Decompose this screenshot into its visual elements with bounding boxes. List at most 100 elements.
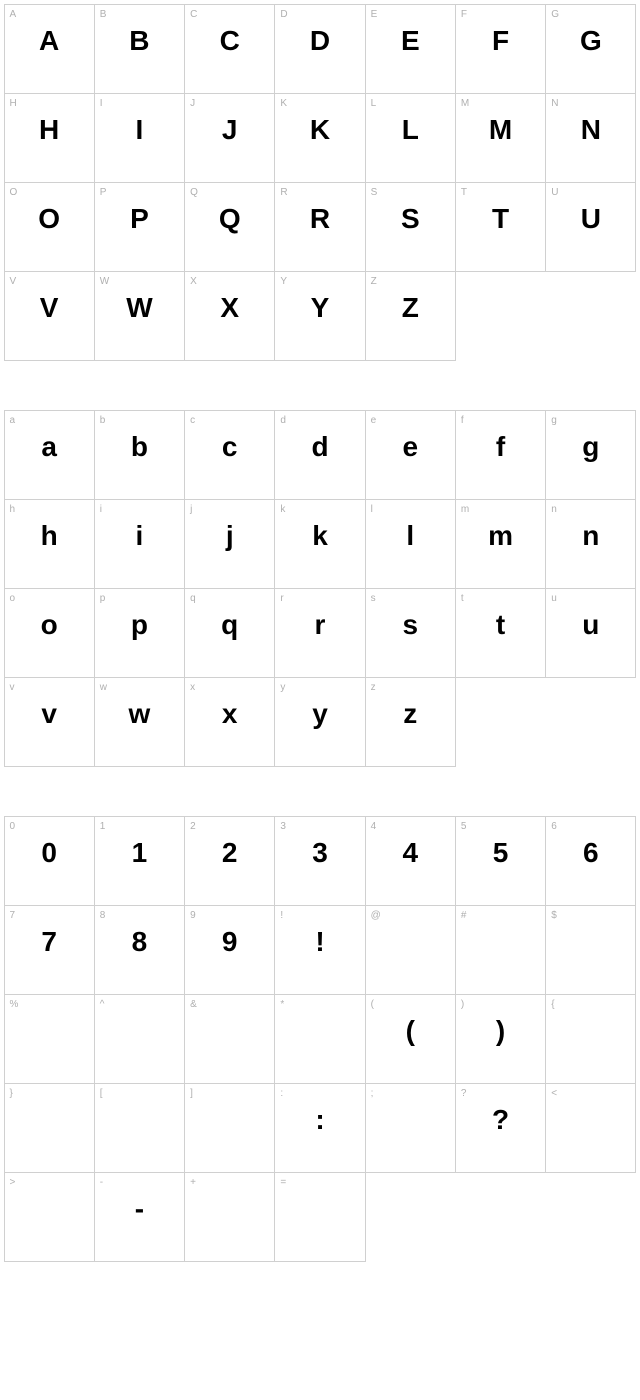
glyph-cell: 33 [274,816,365,906]
glyph-display: X [185,292,274,324]
glyph-label: r [280,593,283,604]
glyph-label: G [551,9,559,20]
glyph-label: u [551,593,557,604]
glyph-label: 7 [10,910,16,921]
glyph-display: L [366,114,455,146]
glyph-display: T [456,203,545,235]
glyph-cell: ss [365,588,456,678]
empty-cell [365,1172,456,1262]
glyph-display: t [456,609,545,641]
glyph-label: L [371,98,377,109]
glyph-cell: ; [365,1083,456,1173]
glyph-label: n [551,504,557,515]
glyph-cell: EE [365,4,456,94]
glyph-cell: VV [4,271,95,361]
glyph-label: 3 [280,821,286,832]
glyph-display: B [95,25,184,57]
glyph-cell: CC [184,4,275,94]
empty-cell [455,677,546,767]
glyph-label: O [10,187,18,198]
glyph-cell: 77 [4,905,95,995]
glyph-cell: * [274,994,365,1084]
glyph-cell: bb [94,410,185,500]
glyph-cell: II [94,93,185,183]
glyph-display: V [5,292,94,324]
glyph-display: W [95,292,184,324]
glyph-display: ? [456,1104,545,1136]
glyph-label: h [10,504,16,515]
glyph-cell: hh [4,499,95,589]
glyph-cell: xx [184,677,275,767]
glyph-label: P [100,187,107,198]
glyph-cell: DD [274,4,365,94]
glyph-label: t [461,593,464,604]
glyph-label: { [551,999,554,1010]
glyph-display: k [275,520,364,552]
glyph-cell: 22 [184,816,275,906]
glyph-cell: WW [94,271,185,361]
glyph-label: W [100,276,109,287]
glyph-label: v [10,682,15,693]
glyph-label: b [100,415,106,426]
glyph-label: # [461,910,467,921]
glyph-display: 8 [95,926,184,958]
glyph-cell: dd [274,410,365,500]
glyph-display: ( [366,1015,455,1047]
glyph-display: m [456,520,545,552]
glyph-cell: ee [365,410,456,500]
glyph-cell: tt [455,588,546,678]
glyph-display: K [275,114,364,146]
glyph-cell: = [274,1172,365,1262]
glyph-cell: OO [4,182,95,272]
glyph-label: T [461,187,467,198]
glyph-label: K [280,98,287,109]
glyph-display: I [95,114,184,146]
glyph-display: R [275,203,364,235]
glyph-label: S [371,187,378,198]
glyph-cell: 00 [4,816,95,906]
glyph-label: l [371,504,373,515]
glyph-label: M [461,98,469,109]
glyph-label: 4 [371,821,377,832]
glyph-cell: # [455,905,546,995]
glyph-display: F [456,25,545,57]
grid-section-uppercase: AABBCCDDEEFFGGHHIIJJKKLLMMNNOOPPQQRRSSTT… [4,4,636,360]
glyph-display: x [185,698,274,730]
glyph-display: a [5,431,94,463]
glyph-cell: < [545,1083,636,1173]
glyph-label: ^ [100,999,105,1010]
glyph-label: % [10,999,19,1010]
glyph-display: i [95,520,184,552]
glyph-cell: aa [4,410,95,500]
glyph-cell: ii [94,499,185,589]
glyph-display: 6 [546,837,635,869]
glyph-display: H [5,114,94,146]
glyph-label: U [551,187,558,198]
glyph-label: f [461,415,464,426]
glyph-cell: LL [365,93,456,183]
glyph-display: C [185,25,274,57]
glyph-cell: !! [274,905,365,995]
glyph-display: 7 [5,926,94,958]
glyph-label: D [280,9,287,20]
glyph-cell: ZZ [365,271,456,361]
glyph-cell: & [184,994,275,1084]
glyph-label: 9 [190,910,196,921]
glyph-label: E [371,9,378,20]
glyph-label: m [461,504,469,515]
glyph-display: o [5,609,94,641]
glyph-display: d [275,431,364,463]
glyph-display: z [366,698,455,730]
glyph-cell: kk [274,499,365,589]
glyph-label: [ [100,1088,103,1099]
glyph-display: Y [275,292,364,324]
glyph-label: F [461,9,467,20]
glyph-label: ! [280,910,283,921]
glyph-cell: 66 [545,816,636,906]
glyph-label: x [190,682,195,693]
glyph-display: 1 [95,837,184,869]
glyph-display: O [5,203,94,235]
glyph-cell: 44 [365,816,456,906]
empty-cell [455,1172,546,1262]
glyph-label: } [10,1088,13,1099]
